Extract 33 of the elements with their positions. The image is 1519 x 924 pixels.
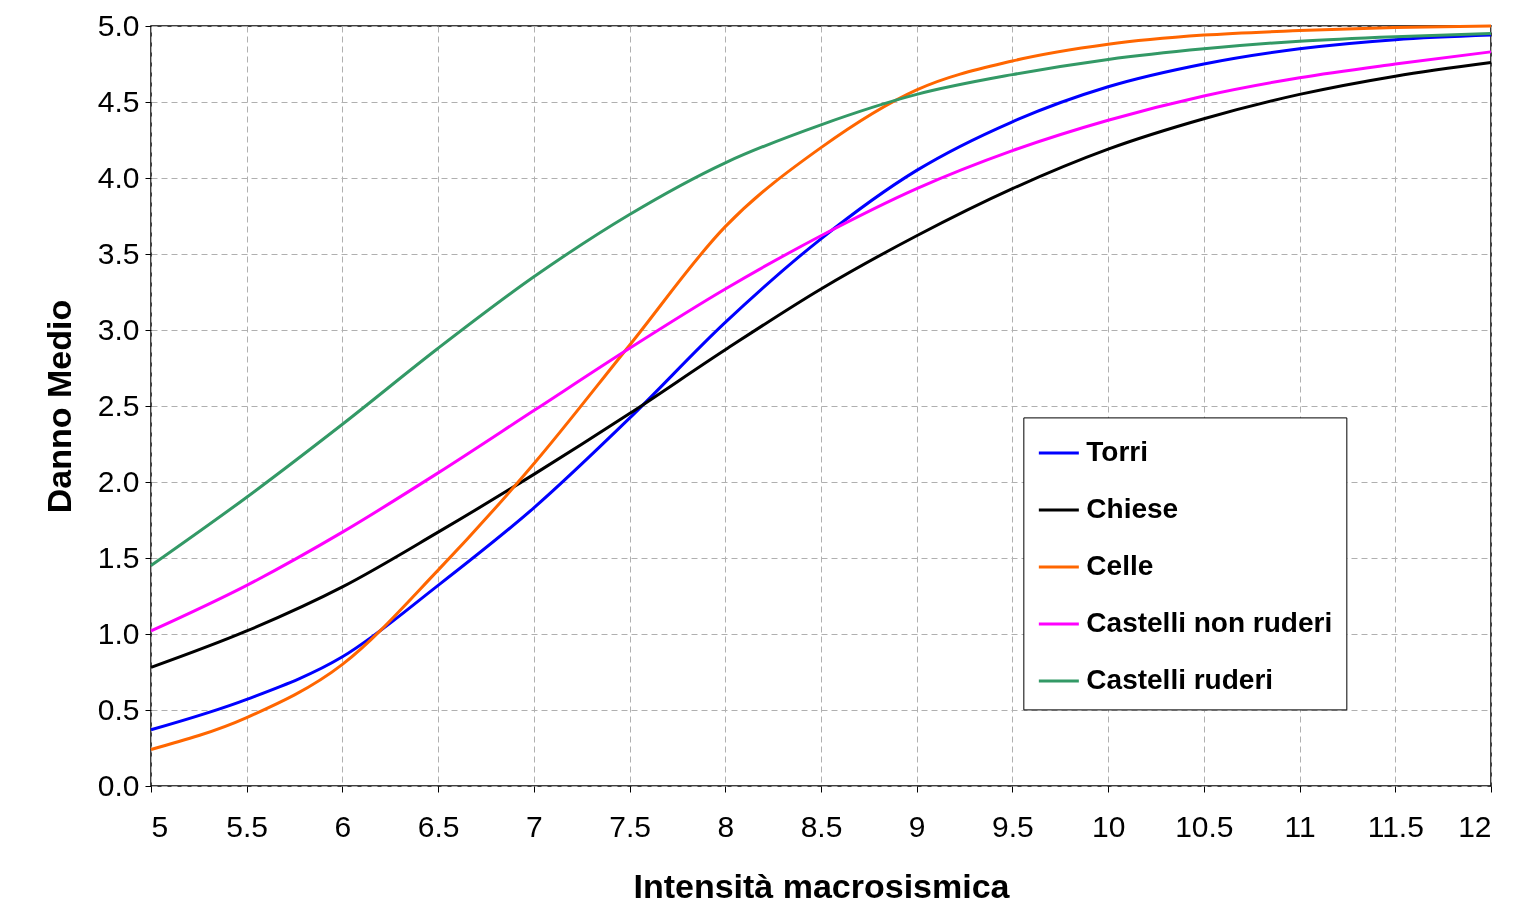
x-tick-label: 6.5 [417, 809, 460, 843]
y-tick-label: 0.0 [97, 768, 140, 802]
y-tick-label: 1.0 [97, 616, 140, 650]
legend-label: Celle [1086, 549, 1154, 581]
x-tick-label: 12 [1458, 809, 1492, 843]
x-tick-label: 11 [1284, 809, 1316, 843]
x-tick-label: 9 [908, 809, 926, 843]
x-tick-label: 7 [526, 809, 543, 843]
y-tick-label: 0.5 [97, 692, 140, 726]
x-tick-label: 8 [717, 809, 735, 843]
y-tick-label: 1.5 [97, 540, 140, 574]
x-tick-label: 10 [1091, 809, 1126, 843]
x-tick-label: 8.5 [800, 809, 843, 843]
y-tick-label: 2.5 [97, 388, 140, 422]
x-tick-label: 6 [334, 809, 352, 843]
y-tick-label: 4.5 [97, 84, 140, 118]
legend-label: Chiese [1086, 492, 1179, 524]
x-tick-label: 5 [151, 809, 169, 843]
y-tick-label: 4.0 [97, 160, 140, 194]
x-tick-label: 7.5 [609, 809, 651, 843]
y-axis-title: Danno Medio [39, 299, 78, 514]
legend-label: Torri [1086, 435, 1149, 467]
legend-label: Castelli non ruderi [1086, 606, 1333, 638]
legend-label: Castelli ruderi [1086, 663, 1274, 695]
x-tick-label: 9.5 [992, 809, 1034, 843]
x-tick-label: 10.5 [1175, 809, 1234, 843]
y-tick-label: 3.0 [97, 312, 140, 346]
x-tick-label: 5.5 [226, 809, 269, 843]
x-tick-label: 11.5 [1367, 809, 1424, 843]
y-tick-label: 3.5 [97, 236, 140, 270]
y-tick-label: 2.0 [97, 464, 140, 498]
y-tick-label: 5.0 [97, 8, 140, 42]
x-axis-title: Intensità macrosismica [633, 866, 1011, 905]
